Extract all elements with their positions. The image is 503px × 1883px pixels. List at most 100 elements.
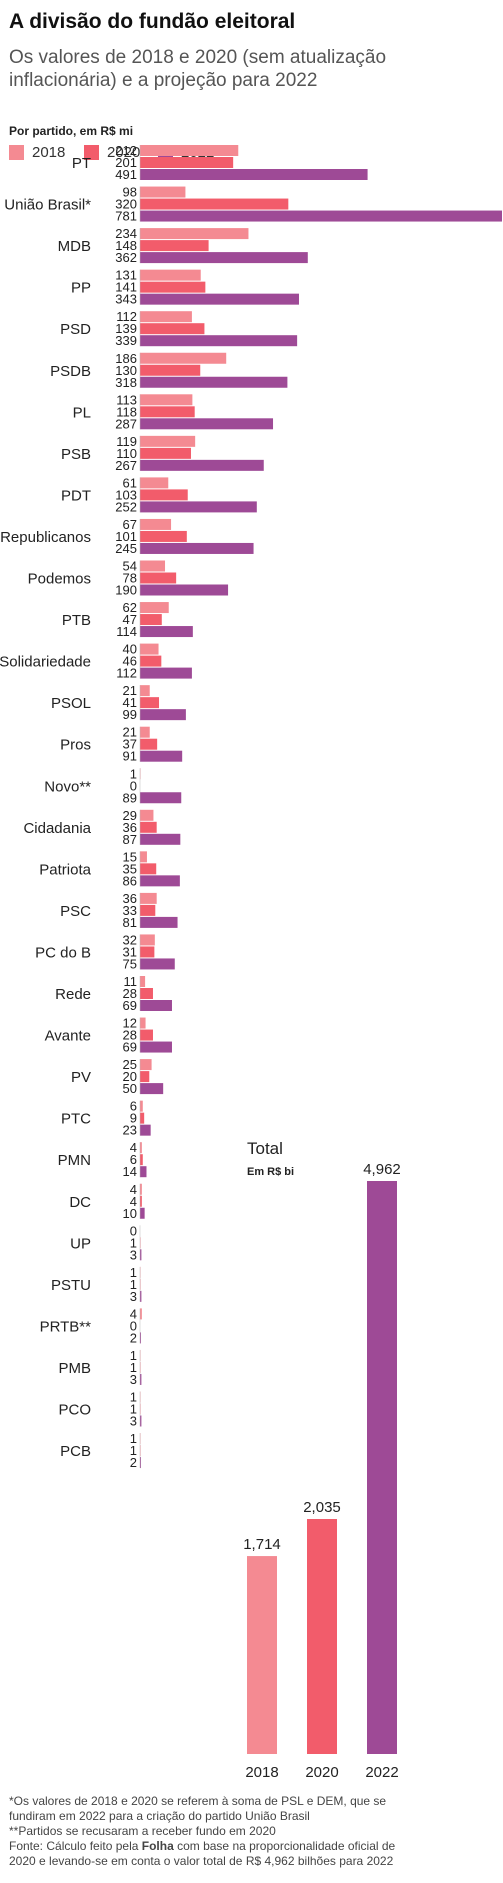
value-label-2018: 1: [130, 1265, 137, 1280]
bar-2022: [140, 542, 254, 554]
party-label: Avante: [45, 1028, 91, 1045]
bar-2018: [140, 643, 159, 655]
value-label-2020: 1: [130, 1443, 137, 1458]
bar-2020: [140, 572, 177, 584]
bar-2022: [140, 1415, 142, 1427]
value-label-2022: 91: [123, 749, 137, 764]
bar-2018: [140, 145, 239, 156]
value-label-2022: 362: [115, 250, 137, 265]
value-label-2022: 99: [123, 707, 137, 722]
bar-2020: [140, 655, 162, 667]
bar-2022: [140, 335, 298, 347]
bar-2022: [140, 750, 183, 762]
value-label-2022: 318: [115, 375, 137, 390]
bar-2022: [140, 418, 274, 430]
value-label-2022: 3: [130, 1372, 137, 1387]
bar-2018: [140, 394, 193, 406]
legend-swatch-2020: [84, 145, 99, 160]
bar-2022: [140, 210, 502, 222]
value-label-2020: 37: [123, 737, 137, 752]
party-label: PRTB**: [40, 1318, 92, 1335]
bar-2022: [140, 709, 186, 721]
bar-2022: [140, 252, 308, 264]
bar-2022: [140, 1290, 142, 1302]
value-label-2018: 4: [130, 1140, 137, 1155]
value-label-2018: 36: [123, 891, 137, 906]
total-bar-2020: [307, 1519, 337, 1754]
bar-2018: [140, 1059, 152, 1071]
value-label-2018: 0: [130, 1223, 137, 1238]
value-label-2020: 35: [123, 861, 137, 876]
party-label: PL: [73, 404, 91, 421]
value-label-2020: 28: [123, 1028, 137, 1043]
value-label-2018: 21: [123, 683, 137, 698]
bar-2022: [140, 459, 264, 471]
bar-2018: [140, 352, 227, 364]
bar-2022: [140, 875, 180, 887]
value-label-2018: 4: [130, 1182, 137, 1197]
value-label-2022: 3: [130, 1289, 137, 1304]
total-bar-chart: Total Em R$ bi 1,714 2018 2,035 2020 4,962 2022: [243, 1139, 401, 1781]
bar-2018: [140, 726, 150, 738]
bar-2018: [140, 269, 201, 281]
chart-title: A divisão do fundão eleitoral: [9, 10, 296, 33]
bar-2022: [140, 958, 175, 970]
value-label-2022: 112: [116, 666, 137, 681]
bar-2020: [140, 697, 160, 709]
party-label: PTC: [61, 1111, 91, 1128]
bar-2020: [140, 614, 162, 626]
bar-2020: [140, 1071, 150, 1083]
party-label: PT: [72, 155, 91, 172]
bar-2020: [140, 1154, 143, 1166]
value-label-2020: 118: [116, 404, 137, 419]
total-category-label-2018: 2018: [245, 1764, 278, 1781]
value-label-2020: 141: [115, 280, 137, 295]
footnotes: *Os valores de 2018 e 2020 se referem à …: [9, 1794, 499, 1869]
party-label: União Brasil*: [4, 197, 91, 214]
value-label-2022: 75: [123, 956, 137, 971]
bar-2022: [140, 1332, 141, 1344]
footnote-line-2: fundiram em 2022 para a criação do parti…: [9, 1809, 310, 1823]
party-label: Rede: [55, 986, 91, 1003]
value-label-2018: 32: [123, 932, 137, 947]
party-label: DC: [69, 1194, 91, 1211]
party-label: Pros: [60, 737, 91, 754]
party-label: PSOL: [51, 695, 91, 712]
value-label-2020: 78: [123, 571, 137, 586]
value-label-2022: 2: [130, 1330, 137, 1345]
bar-2018: [140, 477, 169, 489]
value-label-2018: 112: [116, 309, 137, 324]
value-label-2020: 320: [115, 197, 137, 212]
legend-item-2020: 2020: [84, 144, 140, 161]
value-label-2022: 252: [115, 499, 137, 514]
value-label-2018: 11: [124, 974, 138, 989]
value-label-2022: 10: [123, 1206, 137, 1221]
bar-2020: [140, 988, 153, 999]
value-label-2020: 139: [115, 321, 137, 336]
legend-label-2020: 2020: [107, 144, 141, 161]
source-brand: Folha: [141, 1839, 174, 1853]
bar-2018: [140, 934, 155, 946]
bar-2020: [140, 1029, 153, 1041]
bar-2018: [140, 560, 166, 572]
value-label-2018: 1: [130, 1348, 137, 1363]
source-suffix: com base na proporcionalidade oficial de: [173, 1839, 396, 1853]
party-label: PSTU: [51, 1277, 91, 1294]
party-label: PCO: [58, 1402, 91, 1419]
bar-2022: [140, 1207, 145, 1219]
